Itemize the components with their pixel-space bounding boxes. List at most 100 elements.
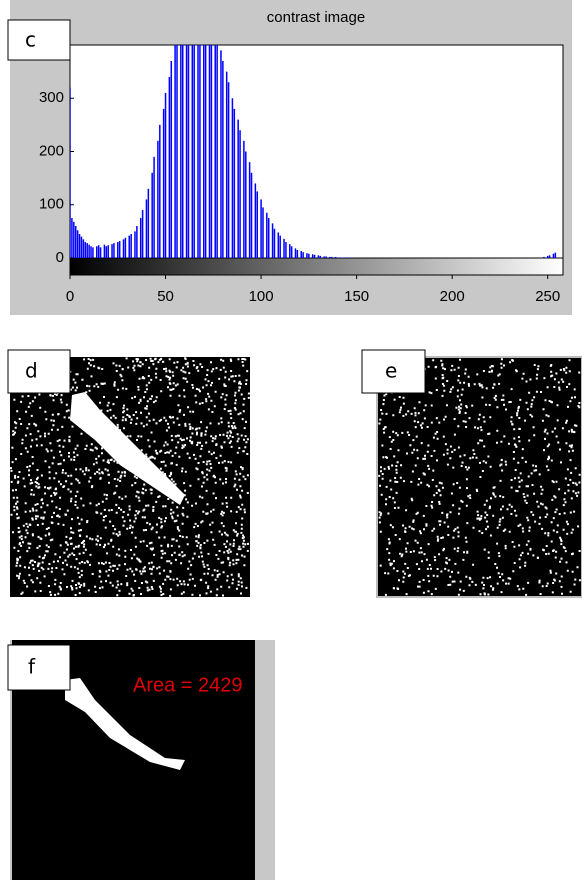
x-tick-label: 100	[249, 288, 274, 305]
bar	[306, 253, 308, 258]
bar	[0, 247, 2, 258]
bar	[271, 223, 274, 258]
bar	[239, 130, 241, 258]
bar	[237, 119, 239, 258]
bar	[99, 247, 102, 258]
bar	[300, 251, 302, 258]
x-tick-label: 50	[157, 288, 174, 305]
panel-label: f	[28, 655, 36, 679]
bar	[311, 254, 314, 258]
y-tick-label: 300	[39, 89, 64, 106]
bar	[227, 82, 230, 258]
bar	[134, 231, 136, 258]
bar	[323, 256, 325, 258]
panel-label: e	[385, 359, 397, 383]
panel-label: c	[25, 28, 36, 52]
bar	[96, 246, 98, 258]
bar	[145, 199, 148, 258]
bar	[105, 246, 108, 258]
bar	[170, 60, 173, 258]
panel-label: d	[25, 359, 38, 383]
bar	[346, 257, 348, 258]
bar	[208, 45, 211, 258]
panel-label-box	[7, 644, 71, 691]
bar	[147, 188, 150, 258]
bar	[151, 172, 153, 258]
noise	[10, 357, 250, 597]
bar	[266, 212, 268, 258]
bar	[267, 218, 270, 258]
bar	[279, 235, 281, 258]
bar	[76, 230, 79, 258]
bar	[92, 247, 94, 258]
bar	[203, 45, 205, 258]
bar	[283, 238, 285, 258]
blob	[65, 678, 185, 770]
bar	[141, 210, 144, 258]
bar	[71, 218, 73, 258]
y-tick-label: 200	[39, 142, 64, 159]
x-tick-label: 250	[535, 288, 560, 305]
bar	[262, 207, 264, 258]
bar	[88, 244, 90, 258]
bar	[118, 240, 121, 258]
bar	[82, 239, 85, 258]
bar	[308, 253, 310, 258]
bars	[0, 45, 557, 258]
bar	[174, 45, 176, 258]
bar	[313, 254, 316, 258]
bar	[0, 241, 2, 258]
bar	[0, 239, 2, 258]
bar	[164, 92, 167, 258]
panel-label-box	[361, 349, 426, 394]
bar	[319, 255, 322, 258]
bar	[340, 257, 343, 258]
bar	[250, 172, 253, 258]
bar	[216, 45, 218, 258]
bar	[157, 140, 159, 258]
bar	[317, 255, 320, 258]
bar	[191, 45, 194, 258]
bar	[552, 253, 555, 258]
bar	[277, 232, 280, 258]
bar	[231, 98, 234, 258]
bar	[197, 45, 199, 258]
bar	[342, 257, 345, 258]
bar	[107, 245, 109, 258]
x-tick-label: 150	[344, 288, 369, 305]
bar	[70, 87, 71, 258]
bar	[168, 76, 171, 258]
bar	[210, 45, 213, 258]
bar	[159, 124, 161, 258]
bar	[176, 45, 178, 258]
bar	[0, 245, 2, 258]
bar	[260, 199, 262, 258]
bar	[136, 226, 138, 258]
bar	[273, 228, 276, 258]
bar	[84, 242, 87, 258]
bar	[543, 256, 545, 258]
bar	[334, 256, 337, 258]
bar	[329, 256, 331, 258]
bar	[254, 183, 257, 258]
bar	[103, 244, 106, 258]
bar	[220, 50, 222, 258]
bar	[331, 256, 333, 258]
bar	[350, 257, 352, 258]
bar	[0, 251, 2, 258]
bar	[162, 108, 165, 258]
bar	[294, 248, 297, 258]
colorbar	[69, 257, 564, 276]
bar	[243, 140, 245, 258]
plot-area	[69, 44, 564, 259]
bar	[0, 252, 2, 258]
bar	[0, 82, 2, 258]
bar	[0, 248, 2, 258]
panel-label-box	[7, 349, 71, 394]
bar	[124, 237, 127, 258]
bar	[73, 221, 75, 258]
bar	[122, 239, 125, 258]
bar	[113, 243, 115, 258]
bar	[187, 45, 190, 258]
